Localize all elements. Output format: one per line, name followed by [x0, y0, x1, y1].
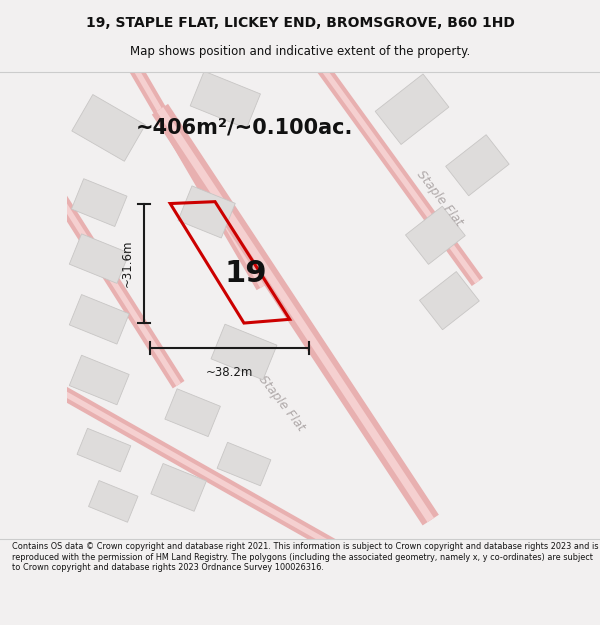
Polygon shape — [211, 324, 277, 380]
Polygon shape — [419, 271, 479, 330]
Polygon shape — [217, 442, 271, 486]
Text: Staple Flat: Staple Flat — [256, 373, 307, 434]
Text: Contains OS data © Crown copyright and database right 2021. This information is : Contains OS data © Crown copyright and d… — [12, 542, 599, 572]
Polygon shape — [406, 206, 465, 264]
Polygon shape — [71, 179, 127, 226]
Text: ~31.6m: ~31.6m — [121, 239, 133, 287]
Polygon shape — [190, 71, 260, 129]
Text: ~38.2m: ~38.2m — [206, 366, 253, 379]
Text: 19, STAPLE FLAT, LICKEY END, BROMSGROVE, B60 1HD: 19, STAPLE FLAT, LICKEY END, BROMSGROVE,… — [86, 16, 514, 30]
Polygon shape — [446, 135, 509, 196]
Text: Staple Flat: Staple Flat — [415, 168, 466, 228]
Text: ~406m²/~0.100ac.: ~406m²/~0.100ac. — [135, 118, 353, 138]
Polygon shape — [70, 294, 129, 344]
Polygon shape — [70, 234, 129, 283]
Polygon shape — [151, 464, 206, 511]
Text: 19: 19 — [225, 259, 268, 288]
Polygon shape — [70, 355, 129, 405]
Polygon shape — [89, 481, 138, 522]
Polygon shape — [72, 94, 145, 161]
Polygon shape — [165, 389, 220, 437]
Text: Map shows position and indicative extent of the property.: Map shows position and indicative extent… — [130, 44, 470, 58]
Polygon shape — [178, 186, 235, 238]
Polygon shape — [375, 74, 449, 144]
Polygon shape — [77, 428, 131, 472]
